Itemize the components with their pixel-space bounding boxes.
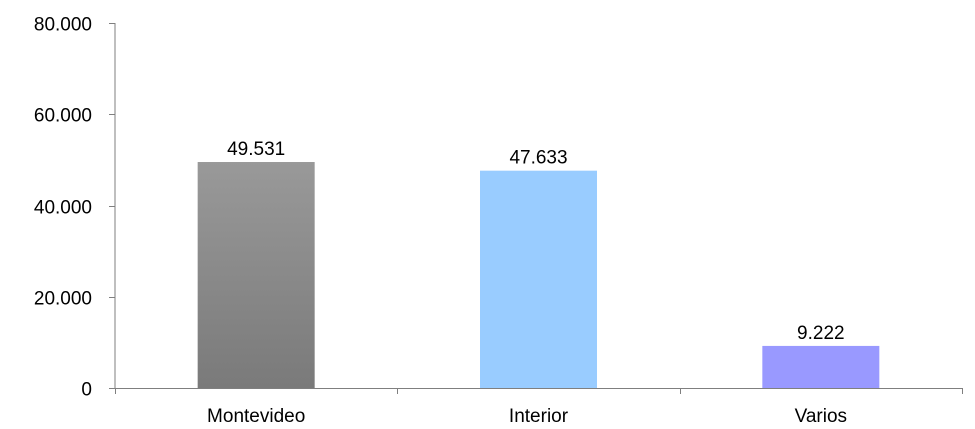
data-label: 47.633 [509, 148, 567, 169]
x-axis: Montevideo Interior Varios [115, 388, 963, 427]
x-tick-label: Montevideo [207, 406, 305, 427]
bar-varios [762, 345, 880, 388]
y-tick-label: 40.000 [34, 198, 92, 219]
x-tick-label: Interior [509, 406, 569, 427]
x-tick-label: Varios [795, 406, 847, 427]
bar-montevideo [197, 162, 315, 388]
bar-interior [480, 170, 597, 388]
y-tick-label: 0 [81, 380, 92, 401]
y-tick-label: 80.000 [34, 15, 92, 36]
y-tick-label: 60.000 [34, 106, 92, 127]
data-label: 9.222 [797, 323, 845, 344]
data-label: 49.531 [227, 139, 285, 160]
y-axis: 0 20.000 40.000 60.000 80.000 [34, 15, 116, 401]
bars: 49.531 47.633 9.222 [197, 139, 880, 388]
y-tick-label: 20.000 [34, 289, 92, 310]
